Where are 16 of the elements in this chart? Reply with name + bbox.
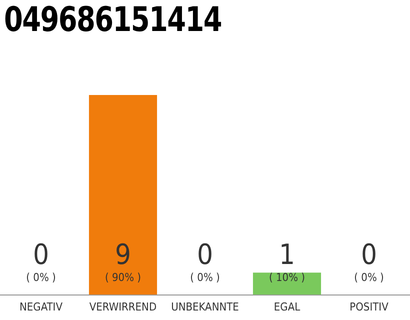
x-tick-label: EGAL: [274, 300, 301, 314]
data-label: 1: [278, 238, 296, 271]
annotation: ( 0% ): [26, 270, 56, 284]
annotation: ( 0% ): [354, 270, 384, 284]
data-label: 0: [196, 238, 214, 271]
chart-title: 049686151414: [4, 0, 222, 40]
x-tick-label: NEGATIV: [20, 300, 63, 314]
annotation: ( 90% ): [104, 270, 142, 284]
x-tick-label: POSITIV: [350, 300, 389, 314]
annotation: ( 0% ): [190, 270, 220, 284]
annotation: ( 10% ): [268, 270, 306, 284]
x-tick-label: VERWIRREND: [89, 300, 157, 314]
data-label: 9: [114, 238, 132, 271]
data-label: 0: [32, 238, 50, 271]
x-tick-label: UNBEKANNTE: [171, 300, 239, 314]
data-label: 0: [360, 238, 378, 271]
